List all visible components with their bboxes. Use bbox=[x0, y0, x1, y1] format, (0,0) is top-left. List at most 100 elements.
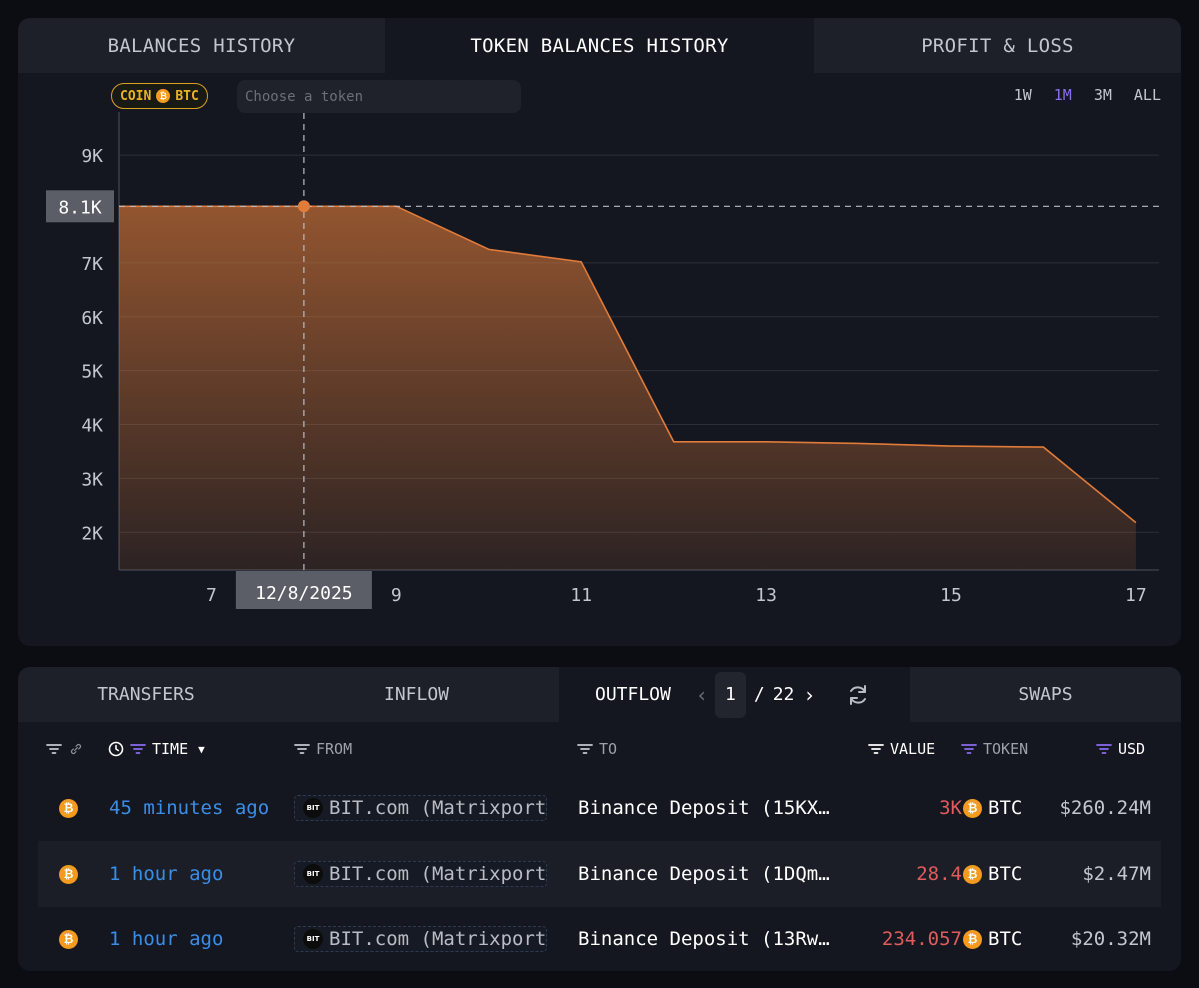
y-tick-label: 7K bbox=[81, 254, 103, 275]
table-row[interactable]: ₿ 45 minutes ago BIT BIT.com (Matrixport … bbox=[38, 775, 1161, 841]
time-cell[interactable]: 1 hour ago bbox=[109, 928, 224, 950]
token-cell[interactable]: ₿ BTC bbox=[963, 775, 1022, 841]
token-balances-panel: BALANCES HISTORY TOKEN BALANCES HISTORY … bbox=[18, 18, 1181, 646]
from-cell[interactable]: BIT BIT.com (Matrixport bbox=[294, 775, 576, 841]
chart-tabbar: BALANCES HISTORY TOKEN BALANCES HISTORY … bbox=[18, 18, 1181, 73]
header-token[interactable]: TOKEN bbox=[961, 737, 1028, 761]
bit-com-logo-icon: BIT bbox=[303, 864, 323, 884]
x-tick-label: 13 bbox=[755, 585, 777, 606]
btc-token-icon: ₿ bbox=[963, 798, 982, 818]
header-from[interactable]: FROM bbox=[294, 737, 352, 761]
to-cell[interactable]: Binance Deposit (13Rw… bbox=[578, 928, 830, 950]
bit-com-logo-icon: BIT bbox=[303, 798, 323, 818]
btc-token-icon: ₿ bbox=[963, 929, 982, 949]
from-entity[interactable]: BIT BIT.com (Matrixport bbox=[294, 926, 548, 952]
btc-token-icon: ₿ bbox=[963, 864, 982, 884]
x-tick-label: 11 bbox=[570, 585, 592, 606]
coin-badge-token: BTC bbox=[175, 88, 199, 104]
x-tick-label: 17 bbox=[1125, 585, 1147, 606]
time-cell[interactable]: 45 minutes ago bbox=[109, 797, 270, 819]
x-tick-label: 9 bbox=[391, 585, 402, 606]
tab-transfers[interactable]: TRANSFERS bbox=[18, 667, 274, 722]
table-header: TIME ▼ FROM TO VALUE TOKEN USD bbox=[18, 737, 1181, 761]
tab-profit-loss[interactable]: PROFIT & LOSS bbox=[814, 18, 1181, 73]
header-token-label: TOKEN bbox=[983, 740, 1029, 758]
usd-cell: $260.24M bbox=[1059, 797, 1151, 819]
tab-swaps[interactable]: SWAPS bbox=[910, 667, 1181, 722]
tab-inflow[interactable]: INFLOW bbox=[274, 667, 559, 722]
crosshair-value-label: 8.1K bbox=[58, 197, 102, 218]
transfers-tabbar: TRANSFERS INFLOW OUTFLOW ‹ 1 / 22 › SWAP… bbox=[18, 667, 1181, 722]
table-row[interactable]: ₿ 1 hour ago BIT BIT.com (Matrixport Bina… bbox=[38, 841, 1161, 907]
header-to[interactable]: TO bbox=[577, 737, 617, 761]
current-page[interactable]: 1 bbox=[714, 671, 746, 718]
crosshair-date-label: 12/8/2025 bbox=[255, 583, 353, 604]
table-row[interactable]: ₿ 1 hour ago BIT BIT.com (Matrixport Bina… bbox=[38, 906, 1161, 971]
tab-balances-history[interactable]: BALANCES HISTORY bbox=[18, 18, 385, 73]
x-tick-label: 7 bbox=[206, 585, 217, 606]
time-cell[interactable]: 1 hour ago bbox=[109, 863, 224, 885]
hover-point[interactable] bbox=[297, 200, 310, 213]
usd-filter-icon[interactable] bbox=[1096, 743, 1112, 755]
link-icon[interactable] bbox=[68, 742, 84, 756]
header-value[interactable]: VALUE bbox=[868, 737, 935, 761]
refresh-icon[interactable] bbox=[846, 683, 870, 707]
header-value-label: VALUE bbox=[890, 740, 936, 758]
range-3m[interactable]: 3M bbox=[1093, 86, 1112, 104]
from-entity[interactable]: BIT BIT.com (Matrixport bbox=[294, 795, 548, 821]
to-cell[interactable]: Binance Deposit (15KX… bbox=[578, 797, 830, 819]
crosshair-value-badge bbox=[46, 190, 114, 223]
value-cell: 234.057 bbox=[881, 928, 962, 950]
range-1w[interactable]: 1W bbox=[1013, 86, 1032, 104]
to-filter-icon[interactable] bbox=[577, 743, 593, 755]
usd-cell: $20.32M bbox=[1070, 928, 1151, 950]
token-cell[interactable]: ₿ BTC bbox=[963, 841, 1022, 907]
range-all[interactable]: ALL bbox=[1133, 86, 1161, 104]
chain-cell: ₿ bbox=[59, 906, 78, 971]
tab-token-balances-history[interactable]: TOKEN BALANCES HISTORY bbox=[385, 18, 814, 73]
y-tick-label: 2K bbox=[81, 523, 103, 544]
header-from-label: FROM bbox=[316, 740, 353, 758]
token-label: BTC bbox=[988, 863, 1023, 885]
header-usd[interactable]: USD bbox=[1096, 737, 1145, 761]
y-tick-label: 4K bbox=[81, 416, 103, 437]
from-label: BIT.com (Matrixport bbox=[329, 863, 547, 885]
crosshair-date-badge bbox=[235, 571, 372, 609]
balance-area-chart[interactable]: 2K 3K 4K 5K 6K 7K 9K 7 9 11 13 15 17 8.1K 12/8/2025 bbox=[18, 18, 1181, 646]
value-filter-icon[interactable] bbox=[868, 743, 884, 755]
chain-cell: ₿ bbox=[59, 841, 78, 907]
token-label: BTC bbox=[988, 928, 1023, 950]
from-entity[interactable]: BIT BIT.com (Matrixport bbox=[294, 861, 548, 887]
bit-com-logo-icon: BIT bbox=[303, 929, 323, 949]
token-cell[interactable]: ₿ BTC bbox=[963, 906, 1022, 971]
header-time[interactable]: TIME ▼ bbox=[108, 737, 205, 761]
time-range-selector: 1W 1M 3M ALL bbox=[1014, 86, 1161, 104]
value-cell: 3K bbox=[939, 797, 962, 819]
filter-icon[interactable] bbox=[46, 743, 62, 755]
coin-filter-badge[interactable]: COIN ₿ BTC bbox=[111, 83, 208, 109]
y-tick-label: 3K bbox=[81, 469, 103, 490]
next-page-icon[interactable]: › bbox=[803, 682, 816, 707]
from-cell[interactable]: BIT BIT.com (Matrixport bbox=[294, 841, 576, 907]
from-filter-icon[interactable] bbox=[294, 743, 310, 755]
token-search-input[interactable] bbox=[237, 80, 521, 113]
from-cell[interactable]: BIT BIT.com (Matrixport bbox=[294, 906, 576, 971]
bitcoin-chain-icon: ₿ bbox=[59, 798, 78, 818]
from-label: BIT.com (Matrixport bbox=[329, 797, 547, 819]
to-cell[interactable]: Binance Deposit (1DQm… bbox=[578, 863, 830, 885]
header-usd-label: USD bbox=[1118, 740, 1146, 758]
header-filter-link[interactable] bbox=[46, 737, 84, 761]
tab-outflow[interactable]: OUTFLOW ‹ 1 / 22 › bbox=[559, 667, 910, 722]
prev-page-icon[interactable]: ‹ bbox=[695, 682, 708, 707]
usd-cell: $2.47M bbox=[1082, 863, 1151, 885]
value-cell: 28.4 bbox=[916, 863, 962, 885]
transfers-panel: TRANSFERS INFLOW OUTFLOW ‹ 1 / 22 › SWAP… bbox=[18, 667, 1181, 971]
bitcoin-chain-icon: ₿ bbox=[59, 864, 78, 884]
range-1m[interactable]: 1M bbox=[1053, 86, 1072, 104]
pagination: ‹ 1 / 22 › bbox=[693, 671, 819, 718]
time-filter-icon[interactable] bbox=[130, 743, 146, 755]
token-filter-icon[interactable] bbox=[961, 743, 977, 755]
header-time-label: TIME bbox=[152, 740, 189, 758]
sort-desc-icon[interactable]: ▼ bbox=[198, 742, 205, 756]
btc-icon: ₿ bbox=[156, 89, 171, 103]
